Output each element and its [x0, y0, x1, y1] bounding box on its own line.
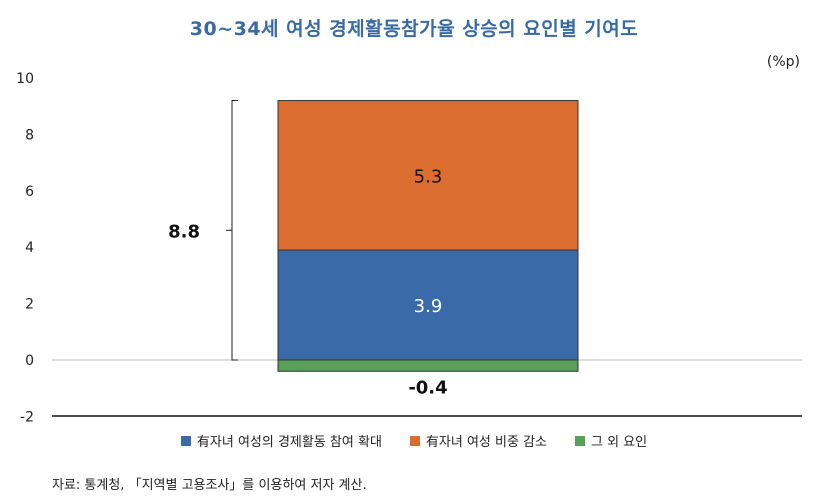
- y-tick-label-0: -2: [20, 409, 34, 425]
- y-tick-label-3: 4: [25, 240, 34, 256]
- total-label: 8.8: [168, 221, 200, 242]
- legend-item-2: 그 외 요인: [574, 431, 648, 450]
- data-label-2: -0.4: [408, 377, 447, 398]
- legend-item-0: 有자녀 여성의 경제활동 참여 확대: [180, 431, 382, 450]
- legend-swatch-1: [409, 435, 420, 446]
- y-tick-label-6: 10: [16, 71, 34, 87]
- bar-segment-1: [277, 100, 579, 251]
- legend-label-2: 그 외 요인: [590, 435, 648, 450]
- unit-label: (%p): [766, 54, 800, 70]
- y-tick-label-5: 8: [25, 127, 34, 143]
- legend-label-1: 有자녀 여성 비중 감소: [425, 435, 547, 450]
- bar-segment-2: [277, 359, 579, 372]
- chart-title: 30~34세 여성 경제활동참가율 상승의 요인별 기여도: [189, 18, 639, 40]
- y-tick-label-1: 0: [25, 353, 34, 369]
- legend-swatch-0: [180, 435, 191, 446]
- bar-segment-0: [277, 249, 579, 361]
- data-label-1: 5.3: [414, 166, 443, 187]
- y-tick-label-4: 6: [25, 184, 34, 200]
- total-bracket: [231, 100, 238, 361]
- legend-swatch-2: [574, 435, 585, 446]
- legend: 有자녀 여성의 경제활동 참여 확대 有자녀 여성 비중 감소 그 외 요인: [0, 431, 828, 450]
- y-tick-label-2: 2: [25, 297, 34, 313]
- data-label-0: 3.9: [414, 296, 443, 317]
- source-note: 자료: 통계청, 「지역별 고용조사」를 이용하여 저자 계산.: [52, 478, 367, 493]
- legend-label-0: 有자녀 여성의 경제활동 참여 확대: [196, 435, 382, 450]
- legend-item-1: 有자녀 여성 비중 감소: [409, 431, 547, 450]
